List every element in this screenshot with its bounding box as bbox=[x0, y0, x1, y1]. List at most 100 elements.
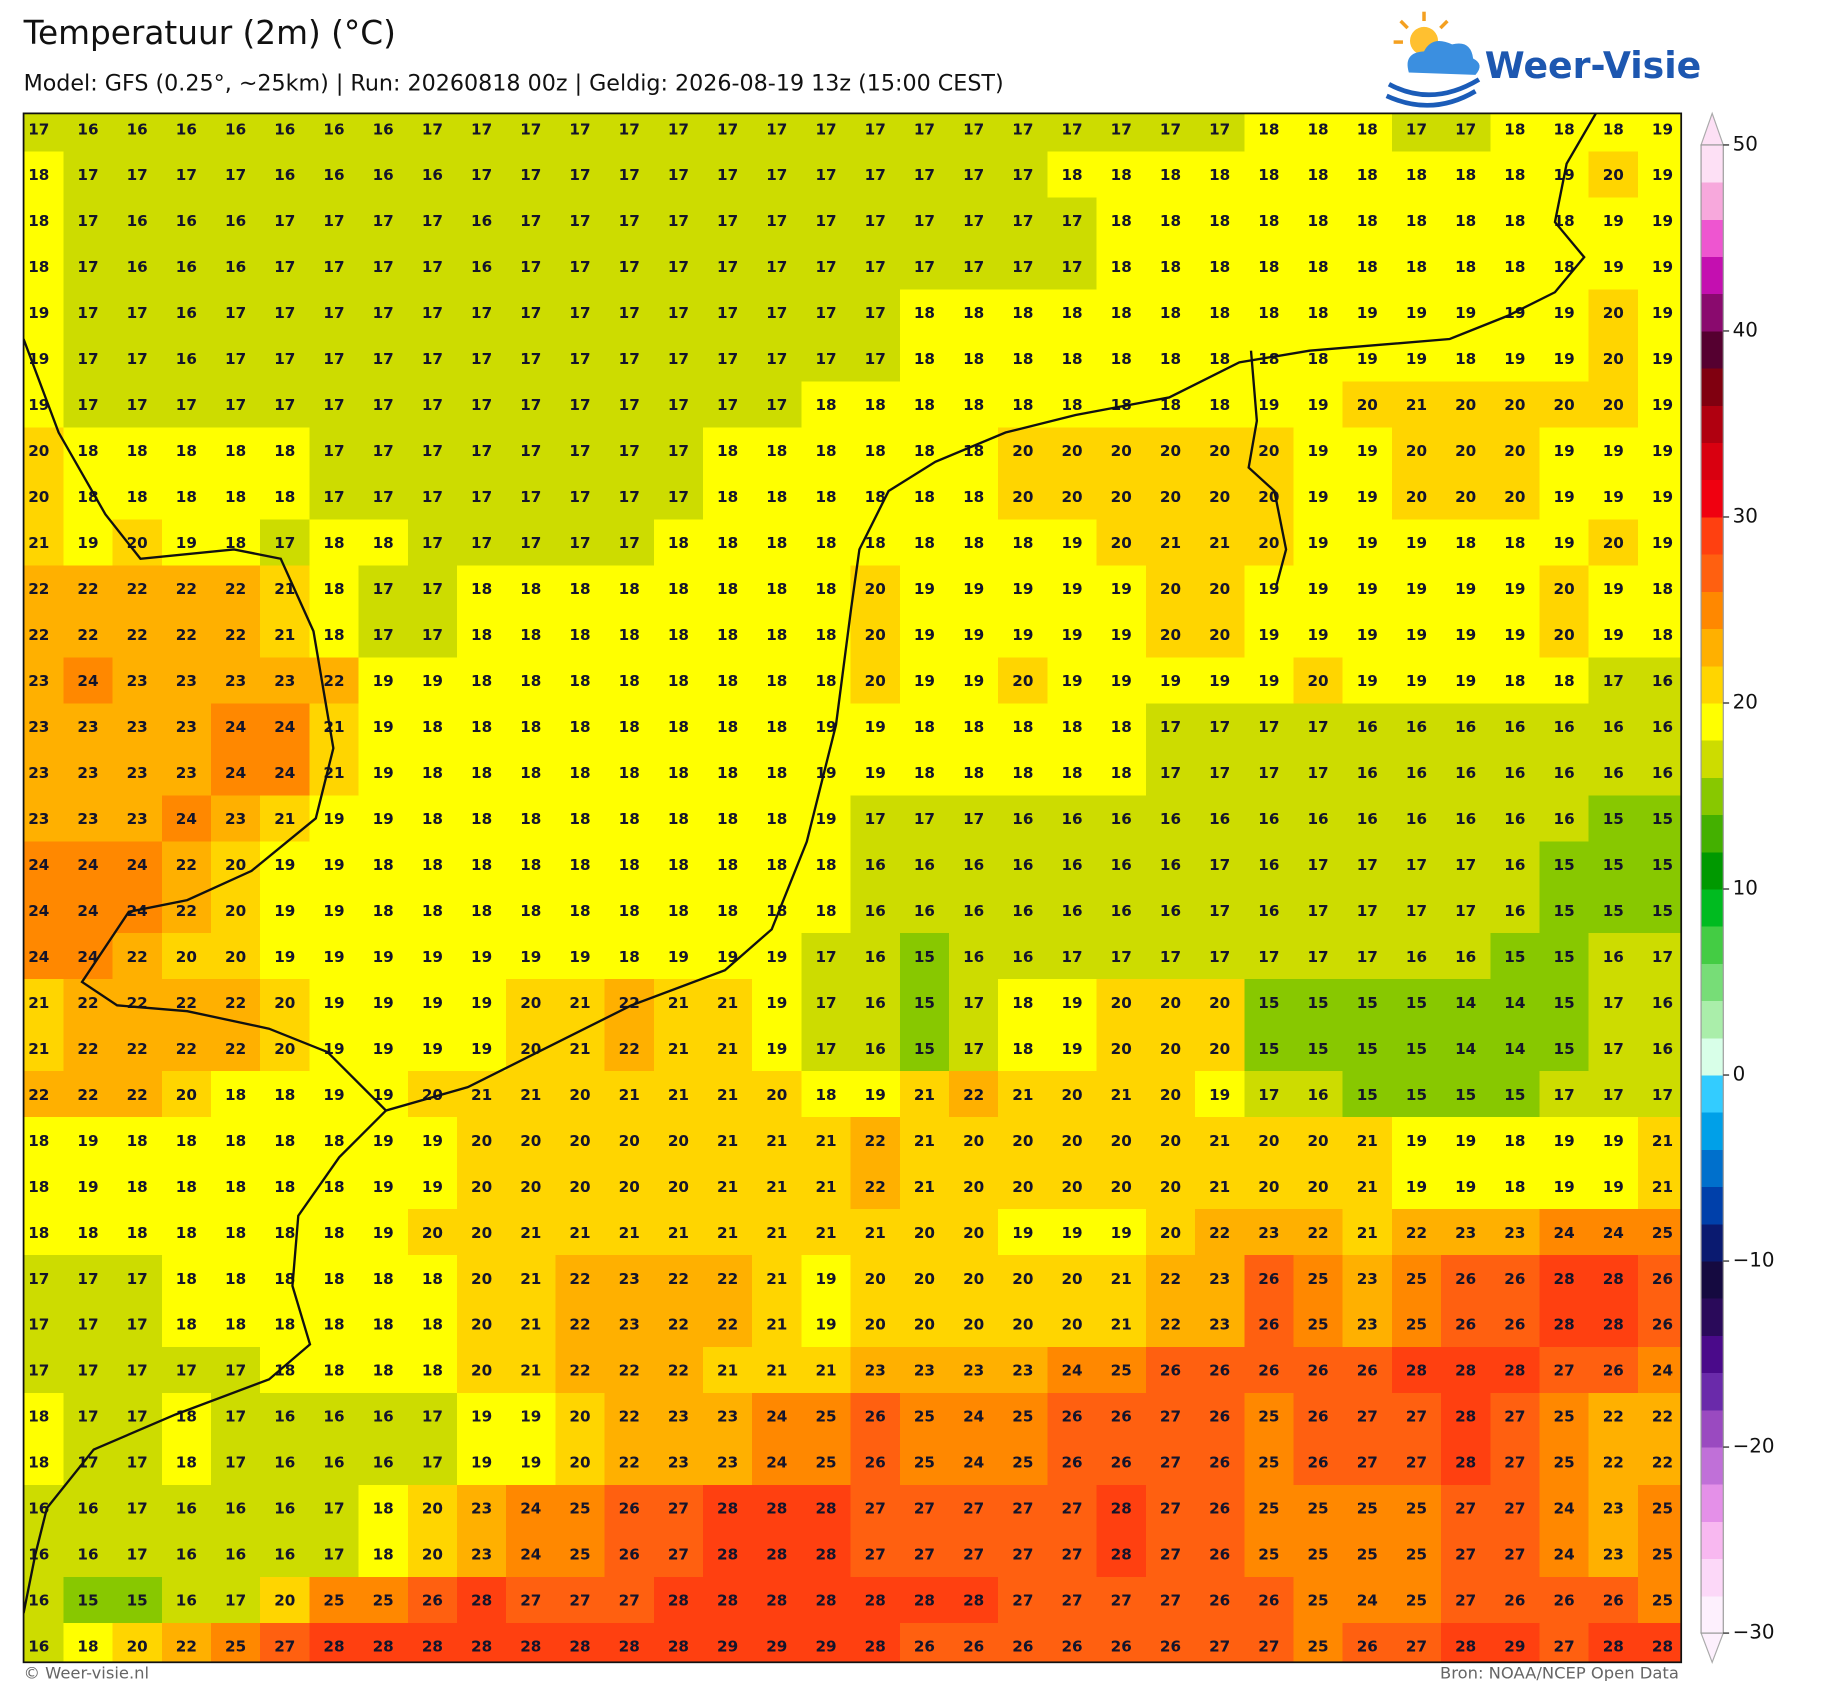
cell-label: 17 bbox=[865, 258, 886, 276]
temperature-cell bbox=[899, 933, 950, 980]
cell-label: 20 bbox=[225, 856, 246, 874]
temperature-cell bbox=[63, 1025, 114, 1072]
temperature-cell bbox=[1342, 1576, 1393, 1624]
cell-label: 28 bbox=[815, 1546, 836, 1564]
cell-label: 28 bbox=[422, 1638, 443, 1656]
temperature-cell bbox=[112, 1163, 163, 1210]
temperature-cell bbox=[309, 243, 360, 291]
cell-label: 17 bbox=[963, 212, 984, 230]
cell-label: 21 bbox=[323, 718, 344, 736]
temperature-cell bbox=[358, 151, 409, 199]
cell-label: 20 bbox=[471, 1362, 492, 1380]
temperature-cell bbox=[161, 611, 212, 658]
cell-label: 16 bbox=[1258, 856, 1279, 874]
cell-label: 16 bbox=[1012, 856, 1033, 874]
cell-label: 17 bbox=[422, 120, 443, 138]
temperature-cell bbox=[949, 1393, 999, 1440]
temperature-cell bbox=[506, 565, 556, 612]
cell-label: 26 bbox=[1307, 1454, 1328, 1472]
cell-label: 17 bbox=[668, 166, 689, 184]
temperature-cell bbox=[358, 611, 409, 658]
temperature-cell bbox=[1342, 243, 1393, 291]
temperature-cell bbox=[899, 113, 950, 153]
cell-label: 24 bbox=[520, 1546, 541, 1564]
temperature-cell bbox=[899, 611, 950, 658]
temperature-cell bbox=[949, 1485, 999, 1532]
cell-label: 18 bbox=[1209, 396, 1230, 414]
cell-label: 18 bbox=[865, 488, 886, 506]
temperature-cell bbox=[161, 795, 212, 842]
temperature-cell bbox=[604, 1071, 655, 1118]
cell-label: 17 bbox=[225, 1454, 246, 1472]
temperature-cell bbox=[1539, 427, 1590, 475]
temperature-cell bbox=[1342, 427, 1393, 475]
temperature-cell bbox=[161, 381, 212, 429]
temperature-cell bbox=[703, 703, 753, 750]
temperature-cell bbox=[752, 335, 803, 383]
cell-label: 16 bbox=[1554, 764, 1575, 782]
cell-label: 20 bbox=[422, 1500, 443, 1518]
cell-label: 20 bbox=[963, 1270, 984, 1288]
temperature-cell bbox=[1342, 795, 1393, 842]
temperature-cell bbox=[407, 1439, 458, 1486]
temperature-cell bbox=[210, 381, 261, 429]
temperature-cell bbox=[23, 1209, 64, 1256]
temperature-cell bbox=[899, 1025, 950, 1072]
temperature-cell bbox=[1047, 1163, 1098, 1210]
temperature-cell bbox=[309, 1393, 360, 1440]
cell-label: 28 bbox=[569, 1638, 590, 1656]
temperature-cell bbox=[604, 1439, 655, 1486]
cell-label: 22 bbox=[28, 626, 49, 644]
cell-label: 18 bbox=[520, 672, 541, 690]
cell-label: 16 bbox=[225, 120, 246, 138]
temperature-cell bbox=[850, 473, 901, 521]
cell-label: 20 bbox=[1160, 626, 1181, 644]
cell-label: 22 bbox=[619, 1362, 640, 1380]
temperature-cell bbox=[161, 1347, 212, 1394]
temperature-cell bbox=[1441, 841, 1491, 888]
cell-label: 25 bbox=[1307, 1500, 1328, 1518]
temperature-cell bbox=[752, 473, 803, 521]
cell-label: 19 bbox=[1307, 442, 1328, 460]
cell-label: 17 bbox=[668, 488, 689, 506]
temperature-cell bbox=[604, 1393, 655, 1440]
cell-label: 20 bbox=[1160, 442, 1181, 460]
temperature-cell bbox=[703, 1209, 753, 1256]
temperature-cell bbox=[1342, 519, 1393, 566]
cell-label: 17 bbox=[422, 442, 443, 460]
cell-label: 23 bbox=[717, 1454, 738, 1472]
temperature-cell bbox=[23, 381, 64, 429]
temperature-cell bbox=[1441, 979, 1491, 1026]
cell-label: 25 bbox=[1012, 1454, 1033, 1472]
cell-label: 18 bbox=[569, 902, 590, 920]
temperature-cell bbox=[1539, 1393, 1590, 1440]
cell-label: 27 bbox=[1012, 1500, 1033, 1518]
cell-label: 16 bbox=[1258, 902, 1279, 920]
cell-label: 21 bbox=[1406, 396, 1427, 414]
temperature-cell bbox=[1342, 1347, 1393, 1394]
cell-label: 25 bbox=[1111, 1362, 1132, 1380]
cell-label: 17 bbox=[766, 396, 787, 414]
temperature-cell bbox=[1096, 1347, 1147, 1394]
temperature-cell bbox=[703, 887, 753, 934]
cell-label: 16 bbox=[373, 1454, 394, 1472]
temperature-cell bbox=[998, 749, 1049, 796]
cell-label: 27 bbox=[1061, 1500, 1082, 1518]
temperature-cell bbox=[210, 427, 261, 475]
colorbar-box bbox=[1701, 330, 1724, 369]
temperature-cell bbox=[309, 1439, 360, 1486]
cell-label: 23 bbox=[717, 1408, 738, 1426]
temperature-cell bbox=[1195, 1576, 1245, 1624]
temperature-cell bbox=[112, 1439, 163, 1486]
colorbar-box bbox=[1701, 368, 1724, 406]
cell-label: 20 bbox=[1111, 488, 1132, 506]
colorbar-box bbox=[1701, 442, 1724, 481]
cell-label: 19 bbox=[1406, 672, 1427, 690]
cell-label: 18 bbox=[373, 1500, 394, 1518]
cell-label: 15 bbox=[1504, 948, 1525, 966]
temperature-cell bbox=[309, 1301, 360, 1348]
cell-label: 17 bbox=[77, 1362, 98, 1380]
temperature-cell bbox=[801, 151, 852, 199]
cell-label: 18 bbox=[1012, 350, 1033, 368]
cell-label: 18 bbox=[717, 810, 738, 828]
